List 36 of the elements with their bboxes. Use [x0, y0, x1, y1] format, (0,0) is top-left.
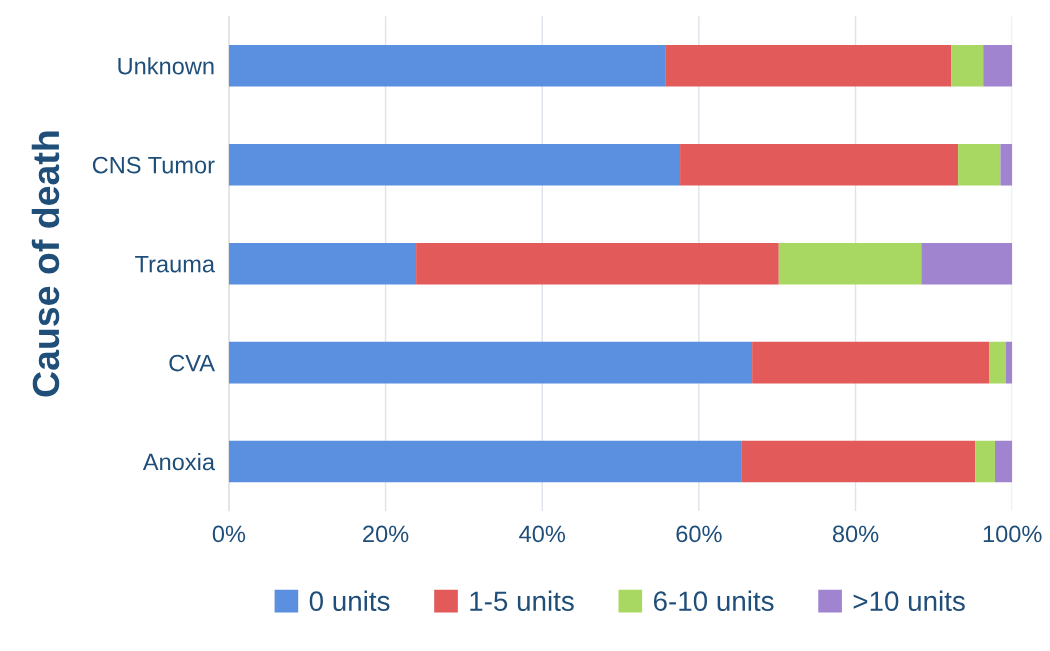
legend-label: 6-10 units	[653, 590, 774, 612]
bar	[665, 44, 952, 87]
x-tick-label: 80%	[832, 525, 879, 543]
bar	[983, 44, 1013, 87]
bar	[921, 242, 1013, 285]
bar	[975, 440, 995, 483]
legend-label: >10 units	[853, 590, 965, 612]
bar	[228, 143, 681, 186]
bar	[228, 341, 753, 384]
y-tick-label: Unknown	[118, 57, 214, 75]
x-tick-label: 40%	[519, 525, 566, 543]
bar	[228, 440, 742, 483]
bar	[1000, 143, 1013, 186]
bar	[228, 44, 666, 87]
x-tick-label: 100%	[983, 525, 1042, 543]
bar	[680, 143, 959, 186]
x-tick-label: 60%	[676, 525, 722, 543]
legend-label: 1-5 units	[470, 590, 574, 612]
y-tick-label: CNS Tumor	[92, 156, 215, 174]
bar	[994, 440, 1013, 483]
bar	[1005, 341, 1013, 384]
y-tick-label: CVA	[169, 354, 215, 372]
y-tick-label: Trauma	[135, 255, 216, 273]
y-axis-title: Cause of death	[31, 131, 60, 397]
bar	[741, 440, 976, 483]
x-tick-label: 0%	[212, 525, 246, 543]
bar	[989, 341, 1006, 384]
bar	[416, 242, 779, 285]
y-tick-label: Anoxia	[142, 453, 216, 471]
bar	[752, 341, 990, 384]
bar	[778, 242, 922, 285]
x-tick-label: 20%	[363, 525, 409, 543]
bar	[958, 143, 1001, 186]
legend-label: 0 units	[309, 590, 390, 612]
bar	[951, 44, 984, 87]
bar	[228, 242, 417, 285]
